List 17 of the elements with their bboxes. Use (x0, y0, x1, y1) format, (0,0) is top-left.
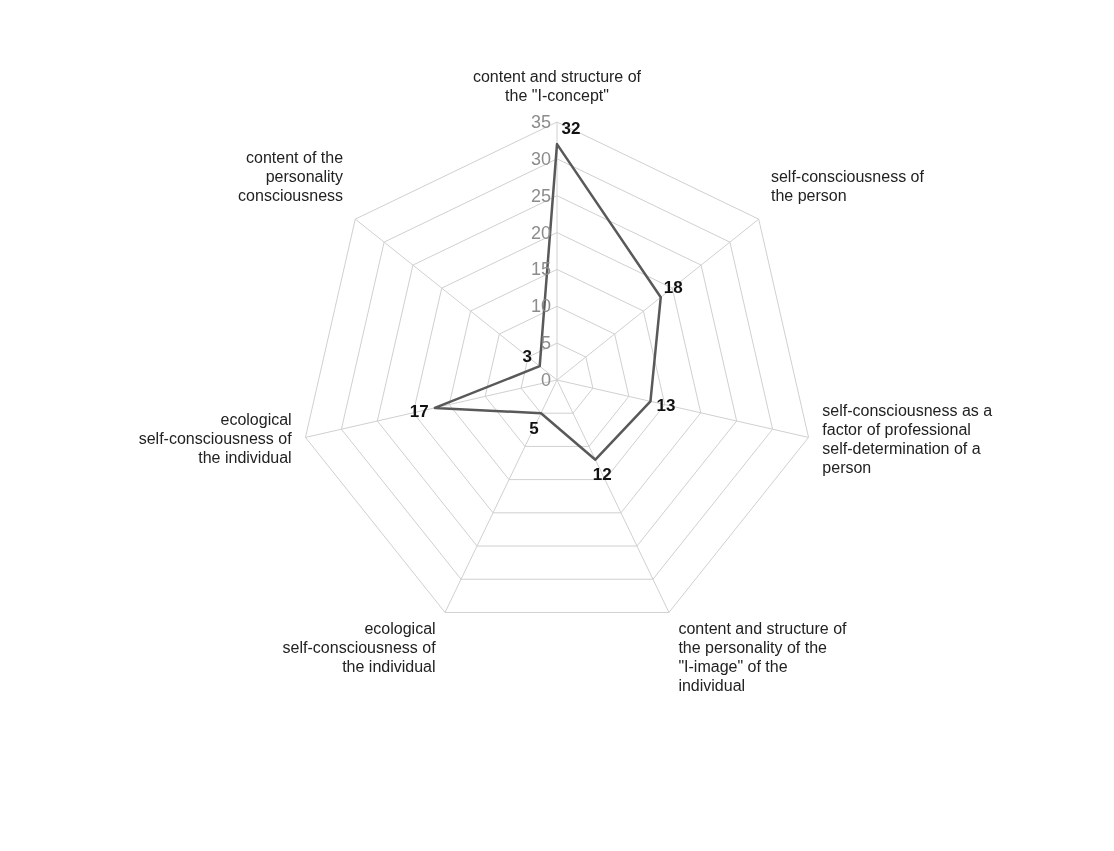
y-tick-label: 30 (530, 148, 551, 169)
data-label: 3 (522, 347, 532, 367)
y-tick-label: 35 (530, 112, 551, 132)
spoke-label: ecological self-consciousness of the individual (282, 619, 437, 675)
spoke-label: content and structure of the "I-concept" (472, 68, 642, 104)
data-label: 17 (409, 402, 429, 422)
y-tick-label: 25 (530, 185, 551, 206)
data-label: 32 (561, 119, 581, 139)
spoke-label: ecological self-consciousness of the individual (138, 411, 293, 467)
spoke-label: content and structure of the personality of the "I-image" of the individual (678, 619, 848, 694)
y-tick-label: 0 (540, 370, 551, 390)
spoke-label: self-consciousness of the person (770, 168, 925, 205)
data-label: 18 (663, 278, 683, 298)
data-label: 12 (592, 465, 612, 485)
spoke-label: content of the personality consciousness (238, 149, 344, 205)
data-label: 13 (656, 395, 676, 415)
spoke-label: self-consciousness as a factor of professional self-determination of a person (822, 401, 993, 476)
